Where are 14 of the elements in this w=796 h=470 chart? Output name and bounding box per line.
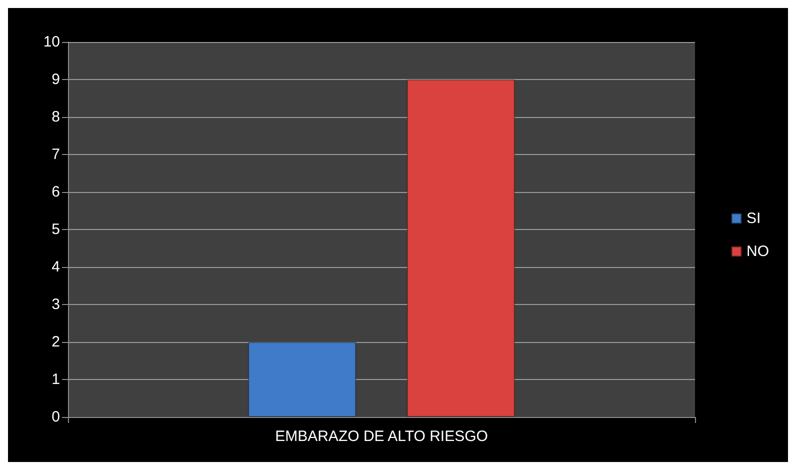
y-tick-label: 1: [52, 371, 60, 388]
y-tick-label: 8: [52, 108, 60, 126]
x-tick-label: EMBARAZO DE ALTO RIESGO: [275, 428, 488, 445]
y-tick-label: 3: [52, 296, 60, 313]
legend-label: NO: [746, 243, 769, 260]
y-tick-label: 5: [52, 221, 60, 238]
y-tick-label: 0: [52, 408, 60, 426]
legend-label: SI: [746, 210, 761, 227]
y-tick-label: 2: [52, 334, 60, 350]
y-tick-label: 9: [52, 71, 60, 88]
y-tick-label: 7: [52, 146, 60, 163]
y-tick-label: 10: [43, 34, 60, 50]
y-tick-label: 6: [52, 184, 60, 200]
y-tick-label: 4: [52, 258, 60, 276]
